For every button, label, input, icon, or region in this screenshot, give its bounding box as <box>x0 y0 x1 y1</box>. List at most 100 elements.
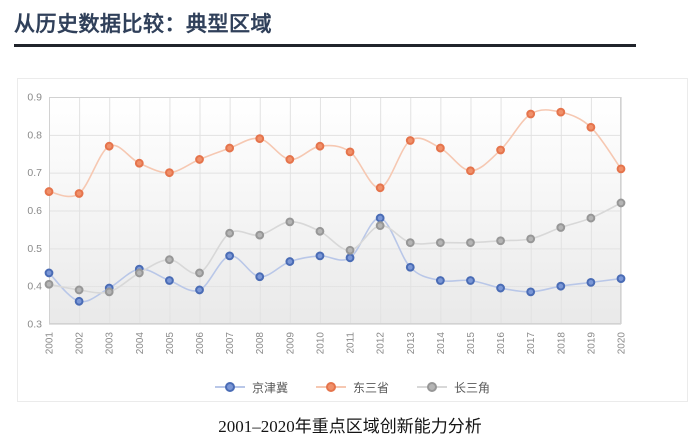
data-point <box>195 268 204 278</box>
legend-item-0[interactable]: 京津冀 <box>214 379 288 396</box>
chart-card: 0.3 0.4 0.5 0.6 0.7 0.8 0.9 2001 2002 2003 2004 200… <box>17 78 688 402</box>
legend-label: 京津冀 <box>251 380 288 395</box>
legend-marker-icon <box>315 382 346 392</box>
data-point <box>315 251 325 261</box>
svg-text:2015: 2015 <box>466 332 477 355</box>
svg-text:2018: 2018 <box>556 332 567 355</box>
data-point <box>285 217 295 227</box>
data-point <box>195 285 204 295</box>
series-0-markers <box>44 213 626 306</box>
legend-label: 长三角 <box>454 380 491 395</box>
x-axis-labels: 2001 2002 2003 2004 2005 2006 2007 2008 2009 2010… <box>45 332 628 355</box>
data-point <box>165 168 174 178</box>
data-point <box>74 189 84 198</box>
svg-text:2007: 2007 <box>225 332 236 355</box>
svg-text:0.6: 0.6 <box>27 205 42 217</box>
data-point <box>466 276 475 285</box>
data-point <box>255 230 265 240</box>
svg-text:0.4: 0.4 <box>27 281 42 293</box>
svg-text:2016: 2016 <box>496 332 507 355</box>
data-point <box>195 155 204 164</box>
data-point <box>375 183 385 193</box>
data-point <box>405 136 415 145</box>
data-point <box>616 164 626 174</box>
data-point <box>44 187 54 196</box>
legend-item-2[interactable]: 长三角 <box>417 379 490 396</box>
page-title: 从历史数据比较：典型区域 <box>14 13 272 36</box>
data-point <box>435 143 445 153</box>
data-point <box>74 285 84 295</box>
svg-text:2006: 2006 <box>195 332 206 355</box>
svg-text:2013: 2013 <box>406 332 417 355</box>
data-point <box>285 257 295 266</box>
series-1-markers <box>44 107 626 198</box>
data-point <box>345 245 355 255</box>
svg-text:2009: 2009 <box>285 332 296 355</box>
data-point <box>616 274 626 284</box>
data-point <box>345 147 355 157</box>
data-point <box>526 109 536 119</box>
svg-text:2017: 2017 <box>526 332 537 355</box>
svg-text:2012: 2012 <box>376 332 387 355</box>
data-point <box>44 268 54 278</box>
data-point <box>44 279 54 289</box>
svg-text:2010: 2010 <box>315 332 326 355</box>
data-point <box>225 143 235 153</box>
svg-text:0.8: 0.8 <box>27 129 42 141</box>
data-point <box>586 122 596 132</box>
data-point <box>586 277 596 287</box>
data-point <box>165 255 174 265</box>
data-point <box>74 296 84 306</box>
plot-border <box>49 97 621 324</box>
chart-caption: 2001–2020年重点区域创新能力分析 <box>218 417 482 436</box>
legend-marker-icon <box>417 382 447 392</box>
legend-label: 东三省 <box>352 380 389 395</box>
data-point <box>225 251 235 261</box>
data-point <box>255 272 265 282</box>
data-point <box>375 221 385 231</box>
data-point <box>556 281 566 291</box>
chart-legend: 京津冀 东三省 长三角 <box>18 373 687 401</box>
data-point <box>526 234 536 244</box>
data-point <box>315 141 325 151</box>
data-point <box>255 134 265 144</box>
svg-text:2005: 2005 <box>165 332 176 355</box>
data-point <box>496 236 505 246</box>
data-point <box>405 262 415 272</box>
data-point <box>134 158 144 168</box>
data-point <box>285 155 295 164</box>
data-point <box>405 238 415 248</box>
data-point <box>375 213 385 223</box>
data-point <box>466 166 475 176</box>
data-point <box>556 107 566 117</box>
data-point <box>104 287 114 297</box>
svg-text:0.3: 0.3 <box>27 319 42 331</box>
legend-marker-icon <box>214 382 245 392</box>
data-point <box>315 226 325 236</box>
svg-text:2020: 2020 <box>617 332 628 355</box>
svg-text:2014: 2014 <box>436 332 447 355</box>
data-point <box>104 141 114 151</box>
legend-item-1[interactable]: 东三省 <box>315 379 389 396</box>
data-point <box>526 287 536 297</box>
svg-text:0.5: 0.5 <box>27 243 42 255</box>
data-point <box>586 213 596 223</box>
svg-text:0.9: 0.9 <box>27 92 42 104</box>
title-underline <box>14 44 636 47</box>
svg-text:2019: 2019 <box>586 332 597 355</box>
data-point <box>496 283 505 293</box>
data-point <box>165 276 174 285</box>
svg-text:2008: 2008 <box>255 332 266 355</box>
data-point <box>556 223 566 232</box>
y-axis-labels: 0.3 0.4 0.5 0.6 0.7 0.8 0.9 <box>27 92 42 331</box>
svg-text:2011: 2011 <box>346 332 357 354</box>
data-point <box>466 238 475 248</box>
svg-text:0.7: 0.7 <box>27 167 42 179</box>
svg-text:2001: 2001 <box>45 332 56 355</box>
svg-text:2003: 2003 <box>105 332 116 355</box>
data-point <box>225 228 235 238</box>
data-point <box>345 253 355 263</box>
series-2-markers <box>44 198 626 297</box>
data-point <box>435 238 445 248</box>
